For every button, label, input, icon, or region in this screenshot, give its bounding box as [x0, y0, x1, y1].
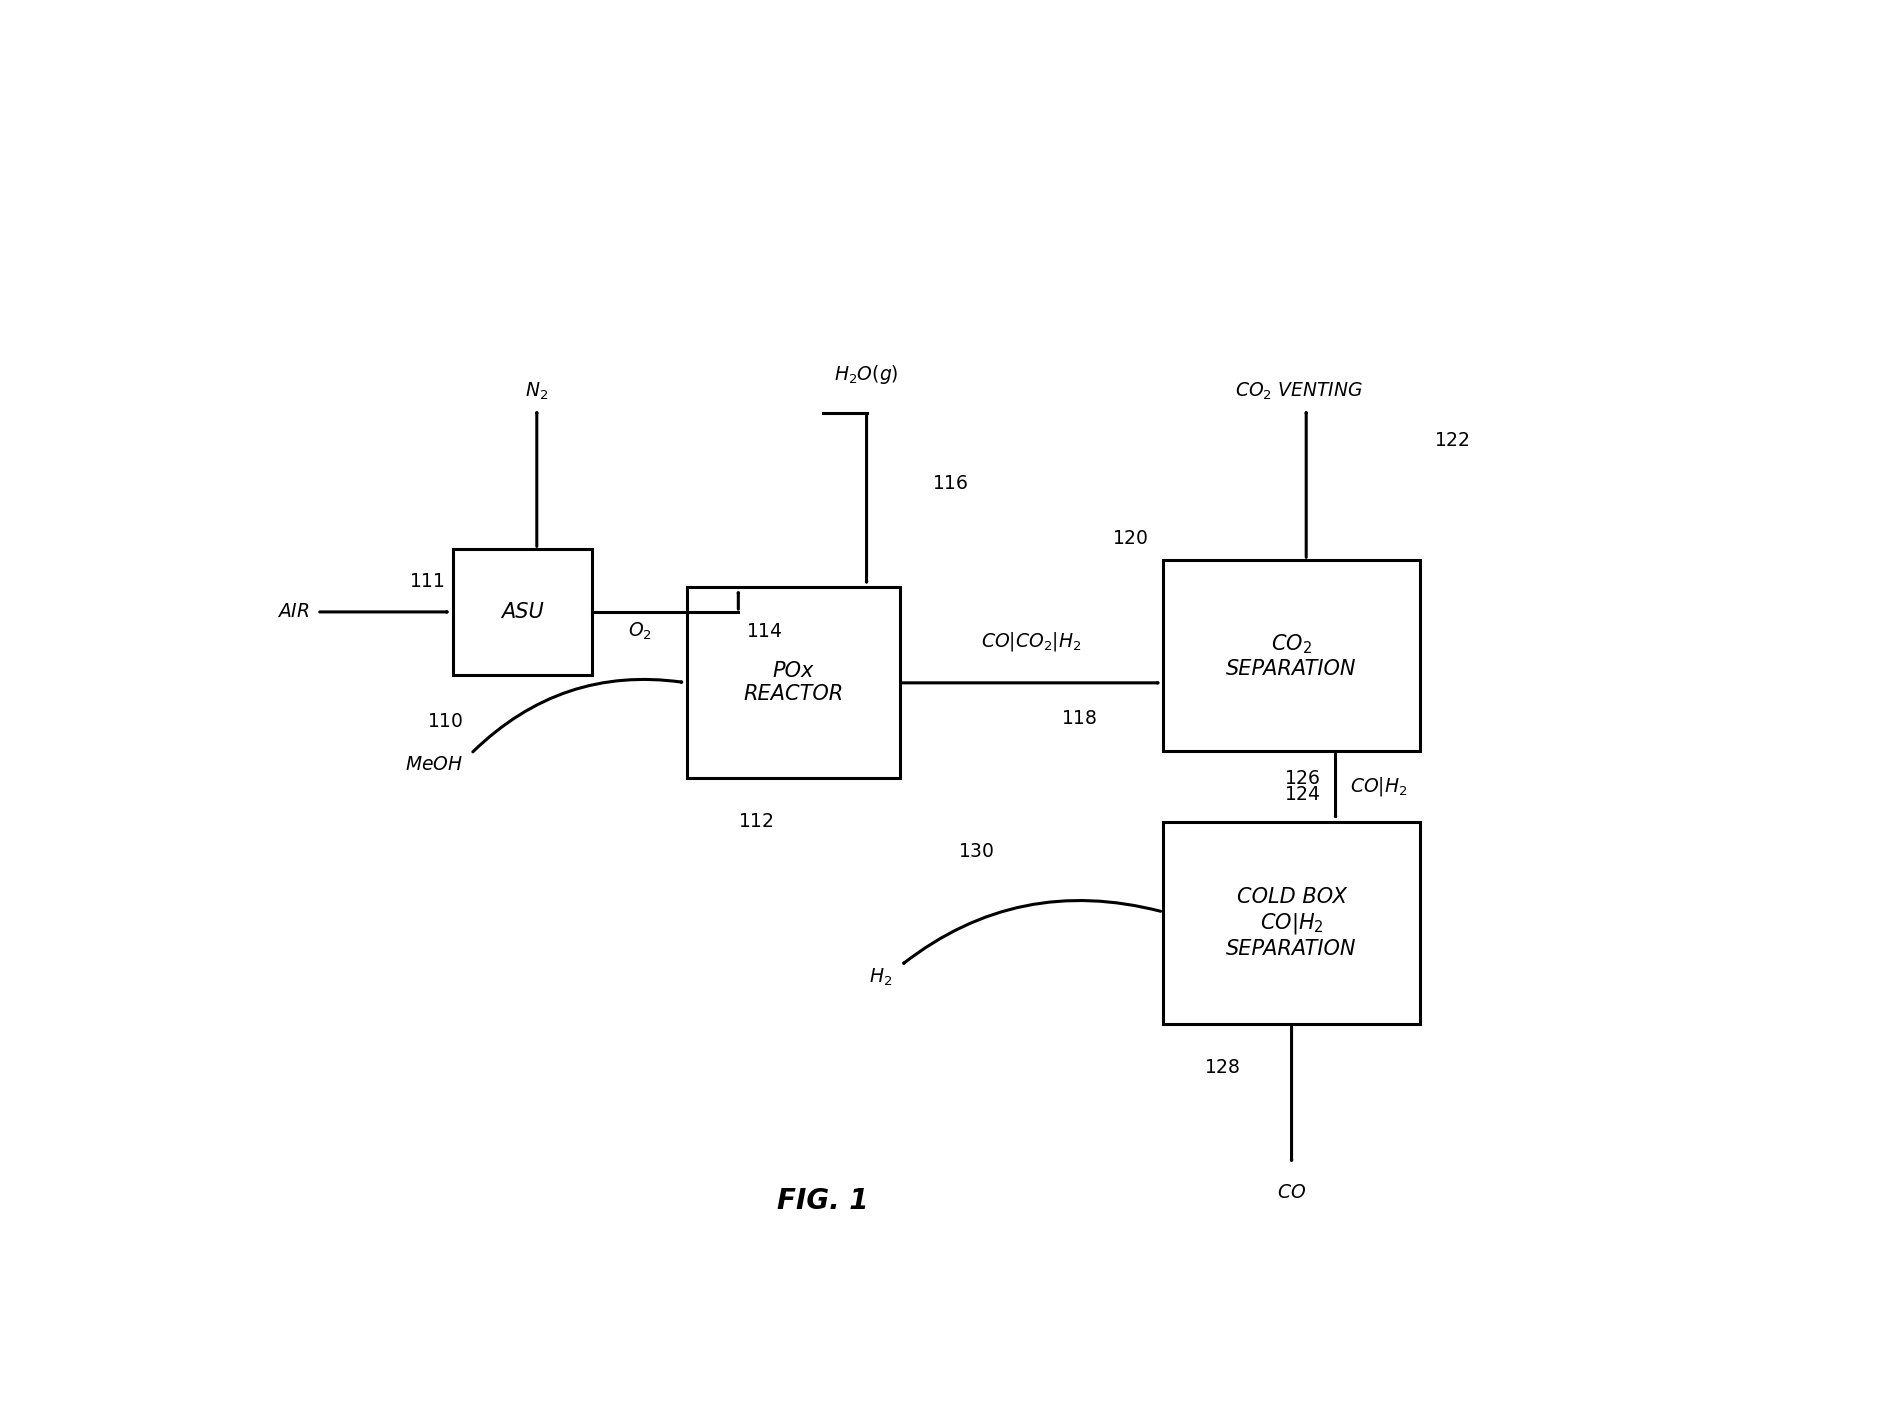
- Text: $AIR$: $AIR$: [278, 602, 310, 622]
- Text: $CO_2$
SEPARATION: $CO_2$ SEPARATION: [1225, 632, 1358, 679]
- Bar: [686, 588, 900, 778]
- Text: $O_2$: $O_2$: [628, 621, 652, 642]
- Text: $CO|CO_2|H_2$: $CO|CO_2|H_2$: [981, 631, 1082, 653]
- Bar: [1163, 560, 1420, 751]
- Bar: [1163, 822, 1420, 1024]
- Text: $116$: $116$: [932, 475, 968, 493]
- Bar: [452, 550, 592, 674]
- Text: $126$: $126$: [1284, 769, 1322, 788]
- Text: $118$: $118$: [1061, 710, 1097, 728]
- Text: POx
REACTOR: POx REACTOR: [743, 662, 843, 704]
- Text: $111$: $111$: [408, 572, 444, 591]
- Text: $CO_2$ $VENTING$: $CO_2$ $VENTING$: [1235, 380, 1363, 401]
- Text: $122$: $122$: [1435, 431, 1471, 449]
- Text: $CO$: $CO$: [1276, 1183, 1307, 1203]
- Text: $130$: $130$: [959, 843, 995, 862]
- Text: $120$: $120$: [1112, 529, 1148, 548]
- Text: $H_2$: $H_2$: [870, 966, 893, 988]
- Text: ASU: ASU: [501, 602, 543, 622]
- Text: $128$: $128$: [1205, 1058, 1240, 1077]
- Text: $124$: $124$: [1284, 785, 1322, 805]
- Text: COLD BOX
$CO|H_2$
SEPARATION: COLD BOX $CO|H_2$ SEPARATION: [1225, 887, 1358, 959]
- Text: $114$: $114$: [745, 622, 783, 640]
- Text: FIG. 1: FIG. 1: [777, 1187, 868, 1216]
- Text: $MeOH$: $MeOH$: [405, 755, 463, 774]
- Text: $H_2O(g)$: $H_2O(g)$: [834, 363, 898, 385]
- Text: $112$: $112$: [737, 812, 773, 832]
- Text: $110$: $110$: [427, 711, 463, 731]
- Text: $CO|H_2$: $CO|H_2$: [1350, 775, 1407, 798]
- Text: $N_2$: $N_2$: [526, 380, 548, 401]
